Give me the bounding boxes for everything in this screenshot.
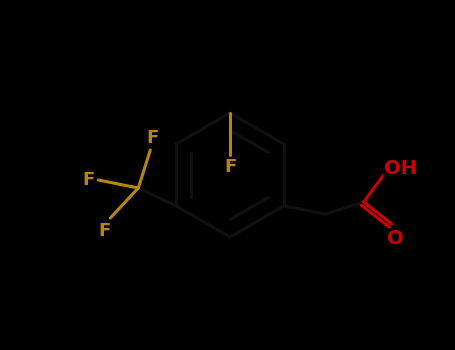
Text: F: F [98,222,111,240]
Text: F: F [224,158,236,176]
Text: F: F [82,171,95,189]
Text: OH: OH [384,159,417,177]
Text: F: F [146,129,158,147]
Text: O: O [387,229,404,247]
